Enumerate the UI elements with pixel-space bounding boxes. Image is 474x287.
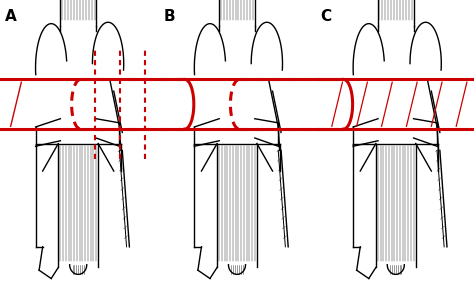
- Text: C: C: [320, 9, 331, 24]
- Text: B: B: [164, 9, 175, 24]
- Text: A: A: [5, 9, 17, 24]
